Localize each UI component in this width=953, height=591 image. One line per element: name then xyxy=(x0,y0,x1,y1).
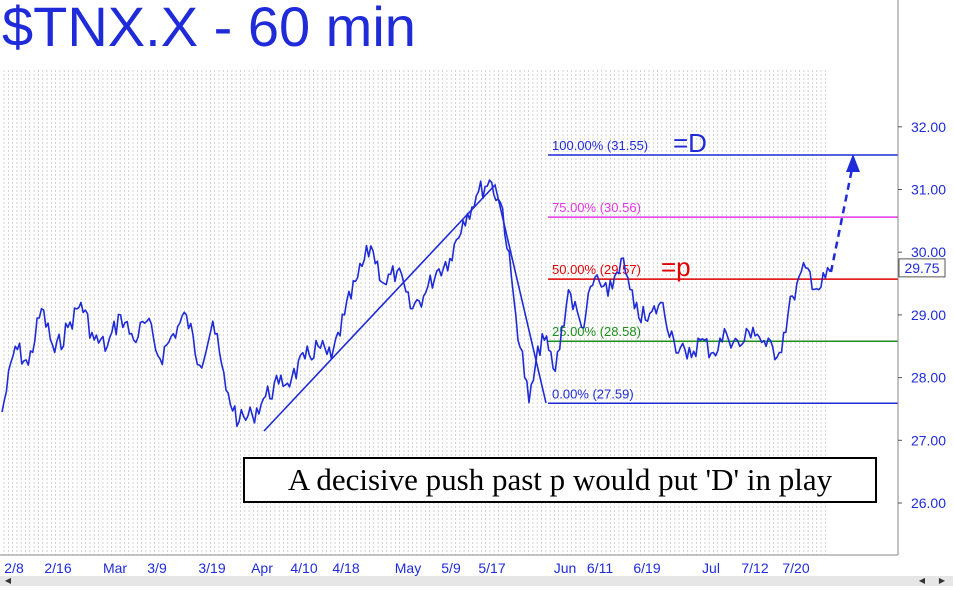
fib-level-label: 75.00% (30.56) xyxy=(552,200,641,215)
x-tick-label: 6/19 xyxy=(633,560,660,576)
price-series-line xyxy=(1,179,833,428)
x-tick-label: Mar xyxy=(103,560,127,576)
x-tick-label: 5/9 xyxy=(441,560,461,576)
x-tick-label: 3/9 xyxy=(147,560,167,576)
fib-level-label: 25.00% (28.58) xyxy=(552,324,641,339)
fib-marker-label: =p xyxy=(661,252,691,282)
abcd-pattern-lines xyxy=(263,154,860,432)
price-series-layer xyxy=(1,179,833,428)
x-tick-label: 4/18 xyxy=(332,560,359,576)
y-axis: 26.00 27.00 28.00 29.00 30.00 31.00 32.00 xyxy=(897,0,946,555)
fib-level-label: 0.00% (27.59) xyxy=(552,386,634,401)
x-tick-label: 2/8 xyxy=(4,560,24,576)
abcd-pattern-line xyxy=(263,183,547,432)
fib-marker-label: =D xyxy=(673,128,707,158)
x-tick-label: 7/12 xyxy=(741,560,768,576)
y-tick-label: 26.00 xyxy=(911,495,946,511)
scroll-right-icon[interactable]: ▶ xyxy=(938,576,946,585)
y-tick-label: 29.00 xyxy=(911,307,946,323)
x-tick-label: 7/20 xyxy=(782,560,809,576)
x-tick-label: 5/17 xyxy=(478,560,505,576)
projection-arrowhead-icon xyxy=(846,154,860,172)
y-tick-label: 28.00 xyxy=(911,370,946,386)
x-tick-label: 4/10 xyxy=(290,560,317,576)
chart-title: $TNX.X - 60 min xyxy=(2,0,416,58)
last-price-box xyxy=(898,258,946,278)
x-tick-label: May xyxy=(395,560,421,576)
y-tick-label: 27.00 xyxy=(911,432,946,448)
horizontal-scrollbar[interactable]: ◀ ◀ ▶ xyxy=(0,576,953,586)
scroll-left-icon[interactable]: ◀ xyxy=(4,576,12,585)
x-tick-label: Jul xyxy=(702,560,720,576)
last-price-tag: 29.75 xyxy=(898,258,946,278)
x-tick-label: Apr xyxy=(251,560,273,576)
projection-arrow-line xyxy=(829,163,855,273)
x-axis: 2/8 2/16 Mar 3/9 3/19 Apr 4/10 4/18 May 5/9 5/17 Ju… xyxy=(0,554,898,576)
fibonacci-levels: 100.00% (31.55) =D75.00% (30.56)50.00% (2… xyxy=(548,128,898,405)
x-tick-label: 6/11 xyxy=(587,560,613,576)
y-tick-label: 32.00 xyxy=(911,119,946,135)
y-tick-label: 30.00 xyxy=(911,244,946,260)
x-tick-label: 3/19 xyxy=(198,560,225,576)
last-price-value: 29.75 xyxy=(904,260,939,276)
annotation-box: A decisive push past p would put 'D' in … xyxy=(243,457,877,503)
x-tick-label: 2/16 xyxy=(44,560,71,576)
fib-level-label: 100.00% (31.55) xyxy=(552,138,648,153)
y-tick-label: 31.00 xyxy=(911,182,946,198)
scroll-left-icon-right[interactable]: ◀ xyxy=(918,576,926,585)
x-tick-label: Jun xyxy=(554,560,577,576)
